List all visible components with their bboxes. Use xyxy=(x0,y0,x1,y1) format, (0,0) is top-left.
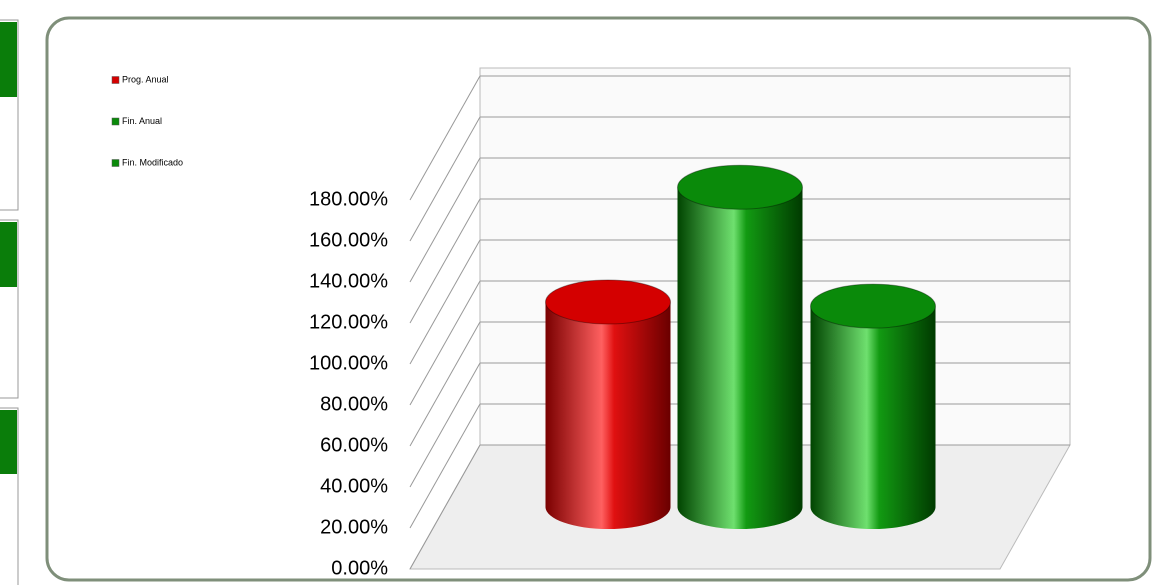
legend-swatch xyxy=(111,117,120,126)
grid-line xyxy=(409,321,481,447)
grid-line xyxy=(409,75,481,201)
grid-line xyxy=(409,403,481,529)
grid-line xyxy=(409,116,481,242)
side-tab xyxy=(0,22,17,97)
bar-top xyxy=(545,279,671,325)
y-tick-label: 0.00% xyxy=(331,557,388,579)
bar-top xyxy=(677,164,803,210)
grid-line xyxy=(409,239,481,365)
legend-label: Fin. Anual xyxy=(122,116,162,126)
grid-line xyxy=(409,362,481,488)
y-tick-label: 160.00% xyxy=(309,229,388,251)
bar xyxy=(545,302,671,529)
bar xyxy=(810,306,936,529)
legend-label: Prog. Anual xyxy=(122,74,169,84)
y-tick-label: 120.00% xyxy=(309,311,388,333)
y-tick-label: 40.00% xyxy=(320,475,388,497)
y-tick-label: 140.00% xyxy=(309,270,388,292)
y-tick-label: 20.00% xyxy=(320,516,388,538)
grid-line xyxy=(409,280,481,406)
legend-swatch xyxy=(111,159,120,167)
y-tick-label: 180.00% xyxy=(309,188,388,210)
y-tick-label: 80.00% xyxy=(320,393,388,415)
grid-line xyxy=(409,198,481,324)
bar-top xyxy=(810,283,936,329)
grid-line xyxy=(409,444,481,570)
bar xyxy=(677,187,803,529)
side-tab xyxy=(0,410,17,474)
y-tick-label: 60.00% xyxy=(320,434,388,456)
y-tick-label: 100.00% xyxy=(309,352,388,374)
grid-line xyxy=(409,157,481,283)
side-tab xyxy=(0,222,17,287)
legend-swatch xyxy=(111,76,120,84)
legend-label: Fin. Modificado xyxy=(122,157,183,167)
